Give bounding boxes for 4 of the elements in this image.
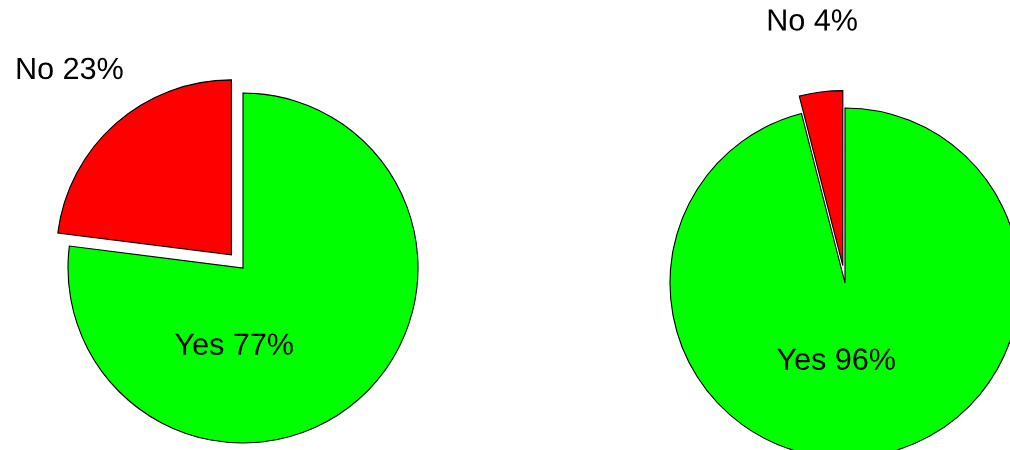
slice-label: No 23% [17,57,123,80]
slice-label: Yes 77% [175,333,293,355]
slice-label: Yes 96% [777,348,895,370]
slice-label: No 4% [768,9,857,31]
